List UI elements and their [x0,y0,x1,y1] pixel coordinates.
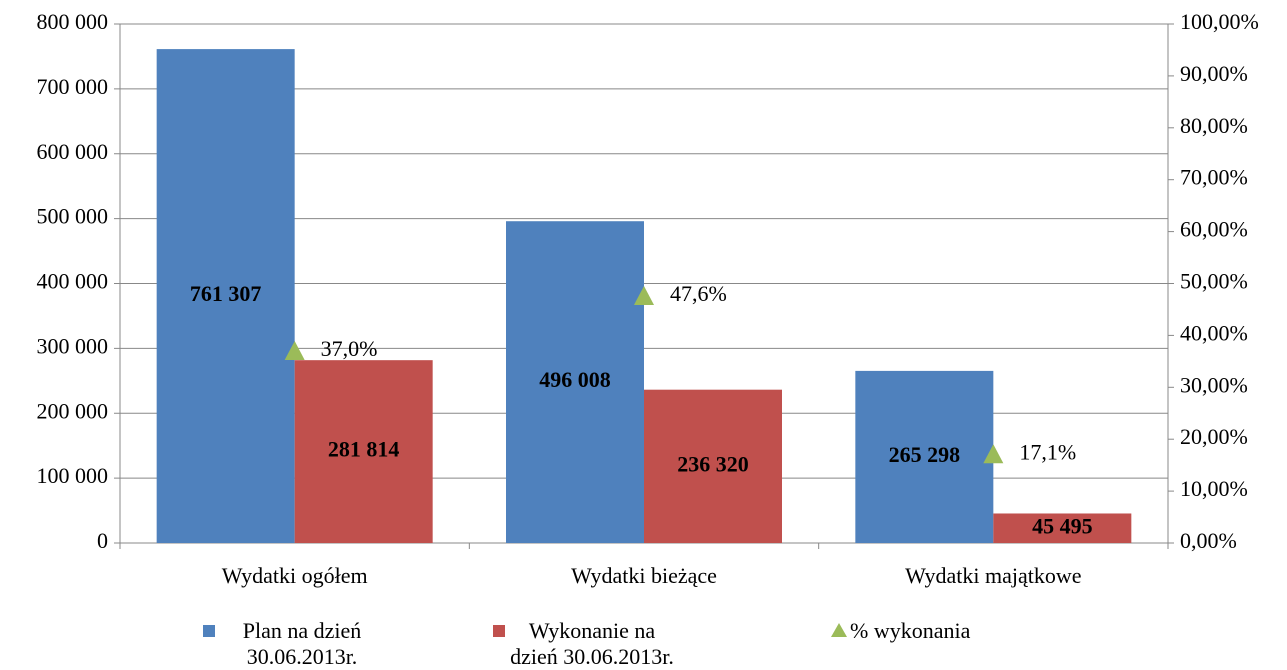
data-label: 236 320 [677,451,749,476]
y2-tick-label: 70,00% [1180,165,1248,190]
y2-tick-label: 0,00% [1180,528,1237,553]
y-tick-label: 500 000 [37,204,109,229]
data-label: 761 307 [190,281,262,306]
y-tick-label: 700 000 [37,74,109,99]
legend-item: Plan na dzień 30.06.2013r. [203,618,387,670]
marker [634,285,654,305]
y2-tick-label: 90,00% [1180,61,1248,86]
data-label: 17,1% [1019,439,1076,464]
y2-tick-label: 10,00% [1180,476,1248,501]
y2-tick-label: 100,00% [1180,9,1259,34]
legend-swatch [493,625,505,637]
data-label: 281 814 [328,437,400,462]
x-tick-label: Wydatki bieżące [571,563,717,588]
y-tick-label: 100 000 [37,463,109,488]
legend-label: Plan na dzień 30.06.2013r. [242,618,362,669]
bar [294,360,433,543]
legend-swatch [831,623,847,637]
bar [993,513,1132,543]
legend-label: Wykonanie na dzień 30.06.2013r. [510,618,674,669]
legend-swatch [203,625,215,637]
y2-tick-label: 50,00% [1180,269,1248,294]
y-tick-label: 0 [97,528,108,553]
legend-item: Wykonanie na dzień 30.06.2013r. [493,618,677,670]
marker [284,340,305,360]
x-tick-label: Wydatki majątkowe [905,563,1081,588]
y-tick-label: 800 000 [37,9,109,34]
bar [644,389,782,543]
y2-tick-label: 60,00% [1180,217,1248,242]
data-label: 265 298 [889,442,961,467]
data-label: 47,6% [670,281,727,306]
y2-tick-label: 30,00% [1180,372,1248,397]
y-tick-label: 400 000 [37,269,109,294]
legend-label: % wykonania [850,618,971,643]
y2-tick-label: 20,00% [1180,424,1248,449]
bar [506,221,644,543]
y-tick-label: 200 000 [37,398,109,423]
y2-tick-label: 40,00% [1180,320,1248,345]
marker [983,444,1004,464]
y-tick-label: 300 000 [37,333,109,358]
x-tick-label: Wydatki ogółem [222,563,368,588]
y-tick-label: 600 000 [37,139,109,164]
y2-tick-label: 80,00% [1180,113,1248,138]
bar [156,49,295,544]
legend-item: % wykonania [830,618,1020,644]
data-label: 496 008 [539,367,611,392]
data-label: 37,0% [321,336,378,361]
data-label: 45 495 [1032,513,1093,538]
bar [855,370,994,543]
